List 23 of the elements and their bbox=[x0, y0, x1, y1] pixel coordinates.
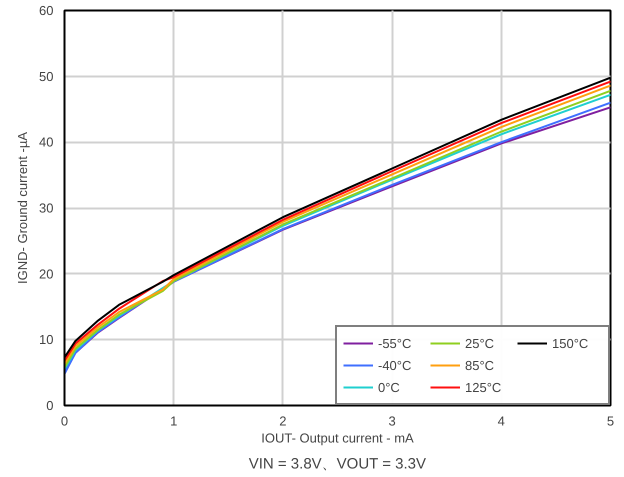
legend-label: 125°C bbox=[465, 380, 502, 394]
legend-label: 150°C bbox=[552, 336, 590, 350]
y-tick-label: 30 bbox=[39, 200, 54, 216]
y-tick-label: 10 bbox=[39, 332, 54, 348]
x-tick-label: 1 bbox=[170, 414, 178, 428]
x-axis-title: IOUT- Output current - mA bbox=[261, 430, 414, 446]
legend-label: 25°C bbox=[465, 336, 496, 350]
x-tick-label: 0 bbox=[60, 414, 68, 428]
x-tick-label: 3 bbox=[388, 414, 396, 428]
y-tick-label: 50 bbox=[39, 68, 54, 84]
y-tick-label: 0 bbox=[46, 398, 54, 413]
x-tick-label: 2 bbox=[279, 414, 287, 428]
y-tick-label: 60 bbox=[39, 3, 54, 18]
legend-label: -40°C bbox=[378, 358, 412, 372]
text: VIN = 3.8V、VOUT = 3.3V bbox=[248, 456, 426, 472]
legend-label: 85°C bbox=[465, 358, 496, 372]
x-tick-label: 4 bbox=[498, 414, 505, 428]
legend-label: 0°C bbox=[378, 380, 401, 394]
x-tick-label: 5 bbox=[606, 414, 614, 428]
y-axis-title: IGND- Ground current -µA bbox=[15, 132, 30, 284]
y-tick-label: 20 bbox=[39, 266, 54, 282]
legend-label: -55°C bbox=[378, 336, 412, 350]
y-tick-label: 40 bbox=[39, 134, 54, 150]
